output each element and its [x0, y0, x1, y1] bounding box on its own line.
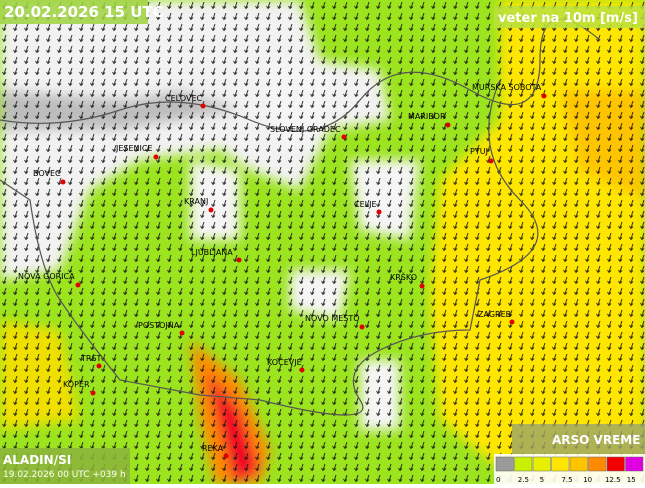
city-label: MURSKA SOBOTA — [472, 83, 542, 92]
city-dot — [419, 283, 425, 289]
cities: CELOVEC SLOVENJ GRADEC MURSKA SOBOTA MARIBO… — [18, 83, 547, 459]
model-run: 19.02.2026 00 UTC +039 h — [3, 470, 126, 480]
brand: ARSO VREME — [552, 433, 640, 447]
city-label: SLOVENJ GRADEC — [270, 125, 341, 134]
city-label: NOVA GORICA — [18, 272, 75, 281]
city-dot — [236, 257, 242, 263]
brand-box — [512, 424, 645, 454]
parameter: veter na 10m [m/s] — [498, 11, 638, 26]
legend-swatch — [569, 456, 588, 472]
legend-swatch — [532, 456, 551, 472]
city-dot — [359, 324, 365, 330]
city-label: KOČEVJE — [267, 356, 302, 367]
city-dot — [75, 282, 81, 288]
city-label: LJUBLJANA — [191, 248, 233, 257]
city-dot — [153, 154, 159, 160]
legend-swatch — [551, 456, 570, 472]
city-label: BOVEC — [33, 169, 61, 178]
legend-swatch — [514, 456, 533, 472]
borders — [0, 18, 601, 416]
city-dot — [341, 134, 347, 140]
city-label: TRST — [80, 354, 102, 363]
city-dot — [223, 453, 229, 459]
time-box — [0, 0, 148, 24]
valid-time: 20.02.2026 15 UTC — [4, 3, 164, 21]
city-dot — [488, 158, 494, 164]
city-label: JESENICE — [115, 144, 153, 153]
legend-tick: 7.5 — [561, 476, 572, 484]
city-dot — [96, 363, 102, 369]
city-label: CELJE — [354, 200, 377, 209]
city-label: CELOVEC — [165, 94, 202, 103]
city-dot — [541, 93, 547, 99]
legend-swatch — [495, 456, 514, 472]
city-dot — [90, 390, 96, 396]
legend-swatch — [588, 456, 607, 472]
city-label: ZAGREB — [478, 310, 511, 319]
city-dot — [509, 319, 515, 325]
legend-tick: 0 — [496, 476, 500, 484]
legend: 0 2.5 5 7.5 10 12.5 15 — [494, 454, 645, 484]
city-dot — [60, 179, 66, 185]
city-label: KOPER — [63, 380, 90, 389]
legend-tick: 15 — [627, 476, 636, 484]
city-dot — [299, 367, 305, 373]
city-dot — [445, 122, 451, 128]
model: ALADIN/SI — [3, 453, 71, 467]
city-label: KRANJ — [184, 197, 208, 206]
city-dot — [200, 103, 206, 109]
legend-tick: 10 — [583, 476, 592, 484]
city-dot — [208, 207, 214, 213]
param-box — [494, 6, 645, 28]
legend-swatch — [606, 456, 625, 472]
city-dot — [179, 330, 185, 336]
city-label: REKA — [202, 444, 224, 453]
city-label: NOVO MESTO — [305, 314, 360, 323]
legend-tick: 2.5 — [518, 476, 529, 484]
city-label: PTUJ — [470, 147, 488, 156]
city-label: POSTOJNA — [138, 321, 180, 330]
city-label: KRŠKO — [390, 271, 417, 282]
city-dot — [376, 209, 382, 215]
model-box — [0, 448, 130, 484]
legend-tick: 12.5 — [605, 476, 621, 484]
legend-swatch — [625, 456, 644, 472]
city-label: MARIBOR — [408, 112, 446, 121]
legend-tick: 5 — [540, 476, 544, 484]
